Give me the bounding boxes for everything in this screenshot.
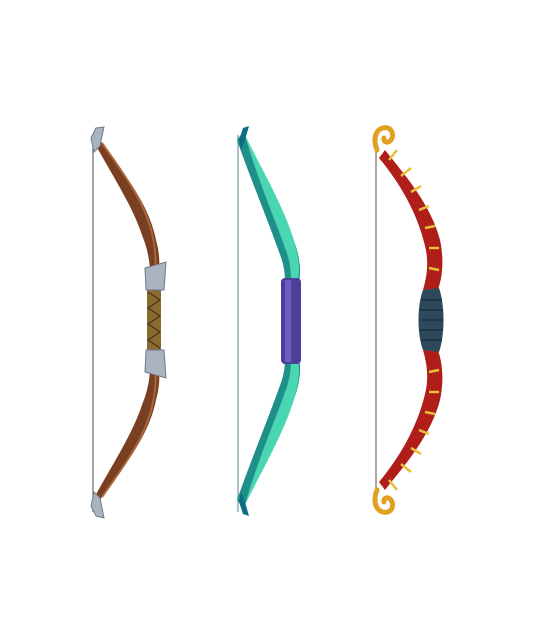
upper-limb-highlight xyxy=(101,142,157,273)
upper-limb xyxy=(94,140,160,275)
lower-limb xyxy=(379,348,443,490)
top-tip xyxy=(90,126,105,154)
red-bow-icon xyxy=(372,125,444,515)
upper-limb xyxy=(379,150,443,292)
lower-limb-highlight xyxy=(101,367,157,498)
bottom-tip xyxy=(372,487,396,515)
top-tip xyxy=(372,125,396,153)
top-tip xyxy=(239,126,249,150)
teal-bow-icon xyxy=(237,126,301,516)
red-bow xyxy=(345,0,485,640)
upper-limb-wrap xyxy=(388,149,440,272)
lower-limb-highlight xyxy=(245,360,300,505)
teal-bow xyxy=(205,0,345,640)
lower-fitting xyxy=(144,349,167,379)
upper-fitting xyxy=(144,261,167,291)
lower-limb-wrap xyxy=(388,368,440,491)
grip-wrap xyxy=(420,299,443,341)
wooden-bow xyxy=(60,0,200,640)
grip-wrap xyxy=(146,291,162,349)
bottom-tip xyxy=(90,490,105,519)
wooden-bow-icon xyxy=(90,126,167,519)
lower-limb xyxy=(94,365,160,500)
bottom-tip xyxy=(239,492,249,516)
upper-limb-highlight xyxy=(245,135,300,280)
grip-highlight xyxy=(285,280,291,362)
